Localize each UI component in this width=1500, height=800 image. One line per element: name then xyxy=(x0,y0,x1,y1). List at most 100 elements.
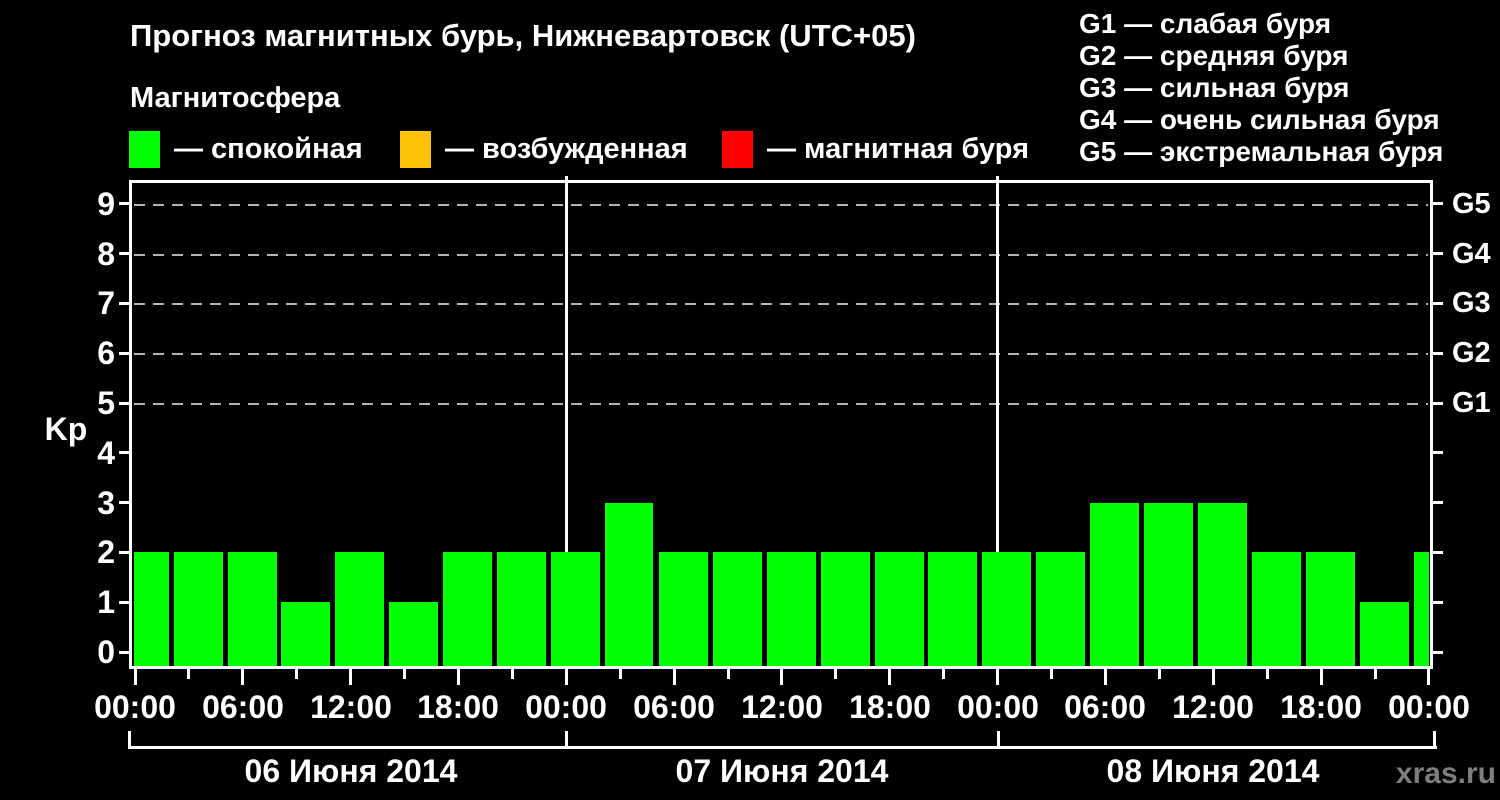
legend-label-quiet: — спокойная xyxy=(174,132,363,165)
x-tick-label: 00:00 xyxy=(1388,689,1470,725)
date-label: 08 Июня 2014 xyxy=(1106,753,1320,789)
y-axis-tick-right xyxy=(1433,252,1443,255)
right-axis-label-g2: G2 xyxy=(1452,337,1491,369)
date-bracket-line xyxy=(129,746,1437,749)
kp-bar xyxy=(281,602,330,666)
grid-line-kp9 xyxy=(134,204,1428,206)
kp-bar xyxy=(713,552,762,666)
right-axis-label-g4: G4 xyxy=(1452,238,1491,270)
x-tick-label: 18:00 xyxy=(1280,689,1362,725)
y-tick-label: 9 xyxy=(97,186,115,222)
x-tick-label: 12:00 xyxy=(310,689,392,725)
kp-bar xyxy=(1036,552,1085,666)
kp-bar xyxy=(228,552,277,666)
x-axis-tick-minor xyxy=(1266,669,1269,679)
date-label: 06 Июня 2014 xyxy=(244,753,458,789)
x-tick-label: 00:00 xyxy=(957,689,1039,725)
x-axis-tick-minor xyxy=(1158,669,1161,679)
y-axis-tick-left xyxy=(119,651,129,654)
storm-scale-legend-line-g3: G3 — сильная буря xyxy=(1079,72,1350,103)
y-axis-tick-left xyxy=(119,252,129,255)
grid-line-kp5 xyxy=(134,403,1428,405)
right-axis-label-g1: G1 xyxy=(1452,387,1491,419)
y-axis-tick-left xyxy=(119,302,129,305)
y-axis-tick-left xyxy=(119,501,129,504)
y-axis-tick-left xyxy=(119,402,129,405)
kp-bar xyxy=(659,552,708,666)
kp-bar xyxy=(821,552,870,666)
y-tick-label: 7 xyxy=(97,285,115,321)
legend-swatch-unsettled xyxy=(400,130,431,168)
y-axis-tick-left xyxy=(119,352,129,355)
kp-bar xyxy=(389,602,438,666)
date-label: 07 Июня 2014 xyxy=(675,753,889,789)
y-axis-tick-right xyxy=(1433,202,1443,205)
legend-swatch-quiet xyxy=(129,130,160,168)
kp-bar xyxy=(497,552,546,666)
y-axis-tick-right xyxy=(1433,302,1443,305)
legend-item-unsettled: — возбужденная xyxy=(400,129,688,169)
x-axis-tick-major xyxy=(565,669,568,685)
legend-label-storm: — магнитная буря xyxy=(767,132,1030,165)
day-divider xyxy=(996,176,999,666)
storm-scale-legend-line-g4: G4 — очень сильная буря xyxy=(1079,104,1440,135)
x-tick-label: 06:00 xyxy=(202,689,284,725)
grid-line-kp7 xyxy=(134,303,1428,305)
chart-title: Прогноз магнитных бурь, Нижневартовск (U… xyxy=(130,18,916,53)
kp-bar xyxy=(1090,503,1139,666)
grid-line-kp8 xyxy=(134,254,1428,256)
kp-bar xyxy=(1198,503,1247,666)
magnetosphere-legend-title: Магнитосфера xyxy=(130,82,341,114)
date-bracket-tick xyxy=(565,731,568,749)
x-tick-label: 06:00 xyxy=(1064,689,1146,725)
y-tick-label: 4 xyxy=(97,435,115,471)
legend-item-quiet: — спокойная xyxy=(129,129,363,169)
kp-bar xyxy=(1414,552,1429,666)
grid-line-kp6 xyxy=(134,353,1428,355)
x-axis-tick-minor xyxy=(1050,669,1053,679)
y-axis-tick-right xyxy=(1433,402,1443,405)
x-axis-tick-minor xyxy=(187,669,190,679)
date-bracket-tick xyxy=(997,731,1000,749)
x-axis-tick-major xyxy=(241,669,244,685)
plot-area xyxy=(129,176,1433,669)
x-axis-tick-minor xyxy=(727,669,730,679)
x-tick-label: 18:00 xyxy=(849,689,931,725)
x-tick-label: 06:00 xyxy=(633,689,715,725)
y-tick-label: 8 xyxy=(97,236,115,272)
y-axis-tick-right xyxy=(1433,352,1443,355)
kp-bar xyxy=(335,552,384,666)
x-axis-tick-major xyxy=(673,669,676,685)
right-axis-label-g3: G3 xyxy=(1452,287,1491,319)
x-axis-tick-major xyxy=(457,669,460,685)
y-tick-label: 1 xyxy=(97,584,115,620)
legend-swatch-storm xyxy=(722,130,753,168)
x-tick-label: 12:00 xyxy=(1172,689,1254,725)
watermark-xras-ru: xras.ru xyxy=(1395,757,1496,790)
x-axis-tick-minor xyxy=(619,669,622,679)
x-axis-tick-major xyxy=(1320,669,1323,685)
kp-bar xyxy=(1360,602,1409,666)
x-axis-tick-minor xyxy=(942,669,945,679)
x-axis-tick-major xyxy=(134,669,137,685)
y-axis-tick-right xyxy=(1433,551,1443,554)
x-tick-label: 12:00 xyxy=(741,689,823,725)
y-axis-tick-right xyxy=(1433,451,1443,454)
kp-bar xyxy=(551,552,600,666)
x-axis-tick-minor xyxy=(295,669,298,679)
y-axis-tick-left xyxy=(119,601,129,604)
x-tick-label: 18:00 xyxy=(417,689,499,725)
x-axis-tick-major xyxy=(1427,669,1430,685)
y-axis-tick-left xyxy=(119,202,129,205)
kp-bar xyxy=(1252,552,1301,666)
y-axis-tick-left xyxy=(119,451,129,454)
x-tick-label: 00:00 xyxy=(94,689,176,725)
y-tick-label: 6 xyxy=(97,335,115,371)
y-tick-label: 3 xyxy=(97,485,115,521)
x-axis-tick-minor xyxy=(403,669,406,679)
day-divider xyxy=(565,176,568,666)
x-tick-label: 00:00 xyxy=(525,689,607,725)
legend-item-storm: — магнитная буря xyxy=(722,129,1029,169)
x-axis-tick-minor xyxy=(511,669,514,679)
